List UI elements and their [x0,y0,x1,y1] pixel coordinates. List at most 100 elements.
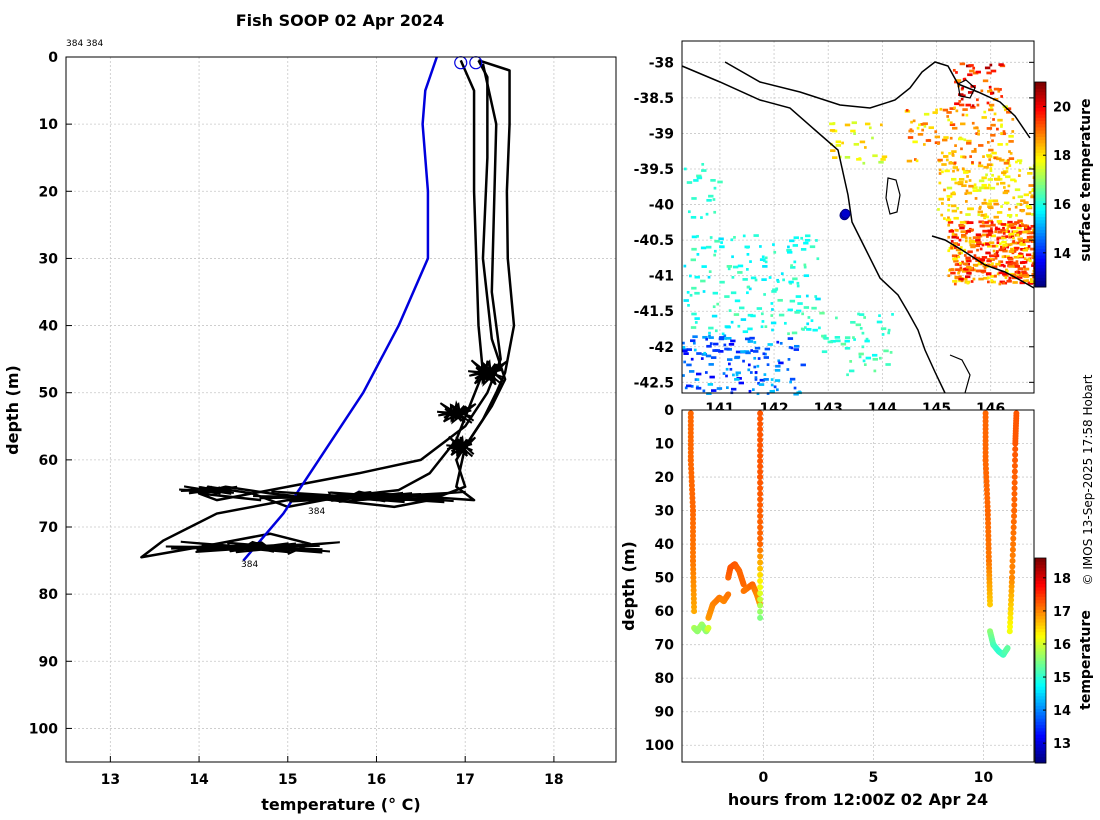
map-colorbar-swatch [1035,155,1046,160]
map-sst-pixel [990,227,993,231]
map-sst-pixel [958,103,965,107]
map-sst-pixel [1014,265,1020,268]
map-sst-pixel [696,352,702,355]
map-sst-pixel [732,265,739,269]
timeseries-point [1007,605,1014,612]
map-sst-pixel [953,106,956,110]
map-plot-area [682,41,1034,393]
map-sst-pixel [876,320,883,324]
timeseries-point [690,507,696,514]
map-sst-pixel [823,334,827,338]
timeseries-point [757,479,764,486]
map-sst-pixel [848,369,855,373]
map-sst-pixel [970,245,976,249]
timeseries-point [1011,462,1018,469]
map-sst-pixel [694,291,700,295]
map-sst-pixel [955,109,959,113]
map-sst-pixel [794,311,800,314]
map-sst-pixel [1020,209,1024,213]
map-sst-pixel [1011,261,1017,265]
timeseries-colorbar-swatch [1035,682,1046,687]
map-sst-pixel [1008,207,1011,211]
map-sst-pixel [1002,130,1006,133]
map-sst-pixel [682,341,685,345]
map-colorbar-swatch [1035,216,1046,221]
map-sst-pixel [859,326,863,330]
map-sst-pixel [713,253,717,257]
timeseries-point [984,511,991,518]
map-sst-pixel [963,248,967,252]
map-sst-pixel [805,294,809,298]
map-sst-pixel [983,221,989,224]
map-sst-pixel [1027,257,1031,261]
map-sst-pixel [976,98,979,102]
map-sst-pixel [1008,215,1012,219]
map-sst-pixel [1023,257,1027,260]
map-sst-pixel [1012,236,1015,240]
map-sst-pixel [981,243,985,247]
map-sst-pixel [1002,249,1008,253]
map-sst-pixel [1018,161,1022,165]
map-sst-pixel [1007,184,1011,188]
map-sst-pixel [850,129,856,133]
map-sst-pixel [742,330,749,334]
map-sst-pixel [977,164,984,168]
timeseries-colorbar-swatch [1035,599,1046,604]
map-sst-pixel [922,143,926,146]
map-colorbar-swatch [1035,117,1046,121]
map-sst-pixel [912,140,918,144]
timeseries-ytick-label: 50 [655,571,675,587]
timeseries-colorbar-swatch [1035,692,1046,697]
timeseries-colorbar-swatch [1035,727,1046,732]
map-sst-pixel [990,133,996,137]
timeseries-colorbar-swatch [1035,740,1046,745]
map-sst-pixel [1002,230,1008,234]
map-colorbar-swatch [1035,283,1046,288]
map-sst-pixel [788,280,794,284]
map-sst-pixel [683,360,687,364]
map-panel: 141 142 143 144 145 146-38-38.5-39-39.5-40-40… [634,40,1094,417]
map-sst-pixel [967,250,973,254]
map-sst-pixel [988,108,994,112]
map-sst-pixel [983,165,989,169]
map-colorbar-swatch [1035,130,1046,134]
map-sst-pixel [747,340,754,343]
map-sst-pixel [1018,169,1022,172]
map-sst-pixel [708,334,711,338]
map-sst-pixel [998,63,1004,66]
map-sst-pixel [906,159,913,163]
map-sst-pixel [960,279,964,283]
map-sst-pixel [863,316,866,319]
map-sst-pixel [881,333,885,336]
timeseries-point [757,584,764,591]
timeseries-point [1012,451,1019,458]
map-sst-pixel [747,285,751,289]
map-sst-pixel [986,140,990,144]
map-sst-pixel [999,158,1005,162]
map-sst-pixel [872,154,878,158]
map-sst-pixel [962,277,968,281]
map-sst-pixel [712,305,716,309]
map-sst-pixel [708,326,714,330]
timeseries-point [690,524,696,531]
map-sst-pixel [1015,260,1019,263]
map-sst-pixel [1006,227,1010,231]
map-sst-pixel [950,240,954,243]
map-sst-pixel [998,260,1001,264]
map-sst-pixel [682,345,686,349]
map-sst-pixel [770,378,774,381]
map-sst-pixel [747,368,751,372]
map-sst-pixel [972,263,979,267]
map-sst-pixel [712,198,716,201]
map-sst-pixel [880,158,886,161]
map-sst-pixel [1018,274,1024,278]
map-colorbar-swatch [1035,232,1046,237]
map-sst-pixel [996,127,999,131]
timeseries-colorbar-swatch [1035,580,1046,585]
map-sst-pixel [683,299,689,302]
map-sst-pixel [696,378,700,381]
map-sst-pixel [977,256,981,260]
map-sst-pixel [1012,230,1019,233]
timeseries-point [757,553,764,560]
map-sst-pixel [737,264,744,268]
